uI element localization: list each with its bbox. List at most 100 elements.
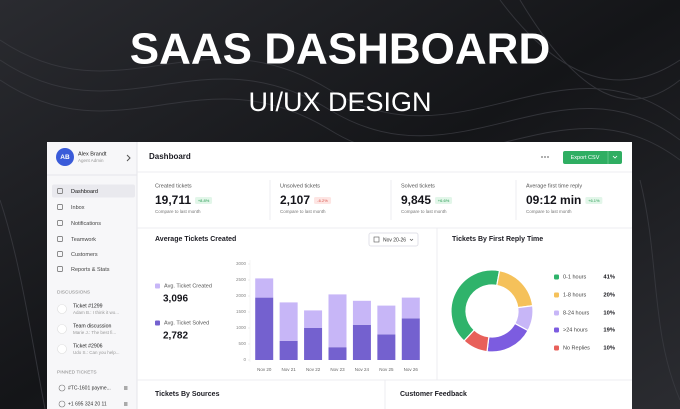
legend-value: 10%: [603, 346, 615, 352]
discussion-title[interactable]: Ticket #1299: [73, 303, 103, 309]
user-role: Agent Admin: [78, 158, 104, 163]
legend-value: 2,782: [163, 331, 188, 342]
bar: [377, 334, 396, 360]
legend-swatch: [155, 283, 160, 289]
legend-value: 41%: [603, 275, 615, 281]
bar: [377, 305, 396, 335]
pin-icon: [124, 402, 128, 406]
avatar-initials: AB: [60, 154, 70, 161]
legend-label: 8-24 hours: [563, 310, 590, 316]
dashboard-panel: [47, 142, 632, 409]
more-button[interactable]: [541, 156, 549, 158]
banner-subtitle: UI/UX DESIGN: [248, 87, 431, 117]
pinned-item[interactable]: +1 695 324 20 11: [68, 401, 107, 407]
x-tick-label: Nov 25: [379, 367, 394, 372]
legend-label: Avg. Ticket Created: [164, 283, 212, 289]
stat-label: Unsolved tickets: [280, 183, 320, 189]
bar: [255, 278, 274, 298]
y-tick-label: 0: [243, 357, 246, 362]
nav-active: [52, 184, 135, 198]
nav-icon: [57, 251, 63, 257]
discussion-title[interactable]: Team discussion: [73, 323, 111, 329]
nav-item[interactable]: Reports & Stats: [71, 267, 110, 273]
bar: [328, 347, 347, 360]
y-tick-label: 2500: [236, 277, 247, 282]
legend-label: No Replies: [563, 345, 590, 351]
export-button[interactable]: [563, 151, 622, 164]
pinned-icon: [58, 384, 66, 392]
stat-label: Average first time reply: [526, 183, 582, 189]
section-title: Customer Feedback: [400, 391, 467, 398]
legend-label: >24 hours: [563, 327, 588, 333]
legend-dot: [554, 274, 559, 280]
stat-value: 09:12 min: [526, 193, 581, 207]
date-range[interactable]: Nov 20-26: [383, 237, 406, 243]
nav-icon: [57, 266, 63, 272]
x-tick-label: Nov 20: [257, 367, 272, 372]
x-tick-label: Nov 21: [282, 367, 297, 372]
nav-icon: [57, 236, 63, 242]
legend-label: Avg. Ticket Solved: [164, 320, 209, 326]
nav-item[interactable]: Dashboard: [71, 189, 98, 195]
discussion-icon: [57, 304, 67, 314]
stat-note: Compare to last month: [526, 209, 572, 214]
nav-icon: [57, 220, 63, 226]
legend-swatch: [155, 320, 160, 326]
stat-badge: [585, 197, 603, 204]
discussion-title[interactable]: Ticket #2906: [73, 343, 103, 349]
stat-badge: [314, 197, 332, 204]
y-tick-label: 1000: [236, 325, 247, 330]
legend-dot: [554, 310, 559, 316]
discussion-preview: Udo S.: Can you help...: [73, 350, 120, 355]
bar: [279, 340, 298, 360]
x-tick-label: Nov 23: [330, 367, 345, 372]
legend-value: 19%: [603, 328, 615, 334]
legend-dot: [554, 292, 559, 298]
stat-value: 2,107: [280, 193, 310, 207]
calendar-icon: [373, 236, 380, 243]
stat-change: -6.2%: [317, 198, 328, 203]
stat-label: Solved tickets: [401, 183, 435, 189]
stat-badge: [435, 197, 453, 204]
chart-title: Tickets By First Reply Time: [452, 236, 543, 243]
user-name: Alex Brandt: [78, 151, 107, 157]
nav-item[interactable]: Inbox: [71, 205, 85, 211]
stat-change: +6.6%: [438, 198, 450, 203]
section-label: DISCUSSIONS: [57, 289, 90, 295]
stat-badge: [195, 197, 213, 204]
stat-change: +8.8%: [198, 198, 210, 203]
date-chevron: [409, 238, 414, 241]
bar: [304, 328, 323, 360]
nav-item[interactable]: Customers: [71, 252, 98, 258]
discussion-preview: Marie J.: The best fi...: [73, 330, 116, 335]
section-title: Tickets By Sources: [155, 391, 220, 398]
banner-title: SAAS DASHBOARD: [130, 25, 550, 74]
legend-value: 20%: [603, 293, 615, 299]
x-tick-label: Nov 24: [355, 367, 370, 372]
export-button-label[interactable]: Export CSV: [571, 155, 600, 161]
date-selector[interactable]: [368, 232, 419, 247]
stat-value: 9,845: [401, 193, 431, 207]
avatar: [56, 148, 74, 166]
export-dropdown[interactable]: [612, 155, 618, 159]
section-label: PINNED TICKETS: [57, 369, 97, 375]
y-tick-label: 1500: [236, 309, 247, 314]
legend-label: 1-8 hours: [563, 292, 586, 298]
pin-icon: [124, 386, 128, 390]
nav-item[interactable]: Teamwork: [71, 237, 96, 243]
user-menu-chevron[interactable]: [126, 154, 131, 162]
bar: [352, 324, 371, 360]
y-tick-label: 2000: [236, 293, 247, 298]
donut-slice: [463, 329, 490, 353]
bar: [255, 297, 274, 360]
nav-icon: [57, 204, 63, 210]
pinned-item[interactable]: #TC-1601 payme...: [68, 385, 111, 391]
header-title: Dashboard: [149, 152, 191, 161]
bar: [304, 310, 323, 328]
y-tick-label: 3000: [236, 261, 247, 266]
nav-item[interactable]: Notifications: [71, 221, 101, 227]
bar: [401, 297, 420, 319]
legend-value: 3,096: [163, 294, 188, 305]
